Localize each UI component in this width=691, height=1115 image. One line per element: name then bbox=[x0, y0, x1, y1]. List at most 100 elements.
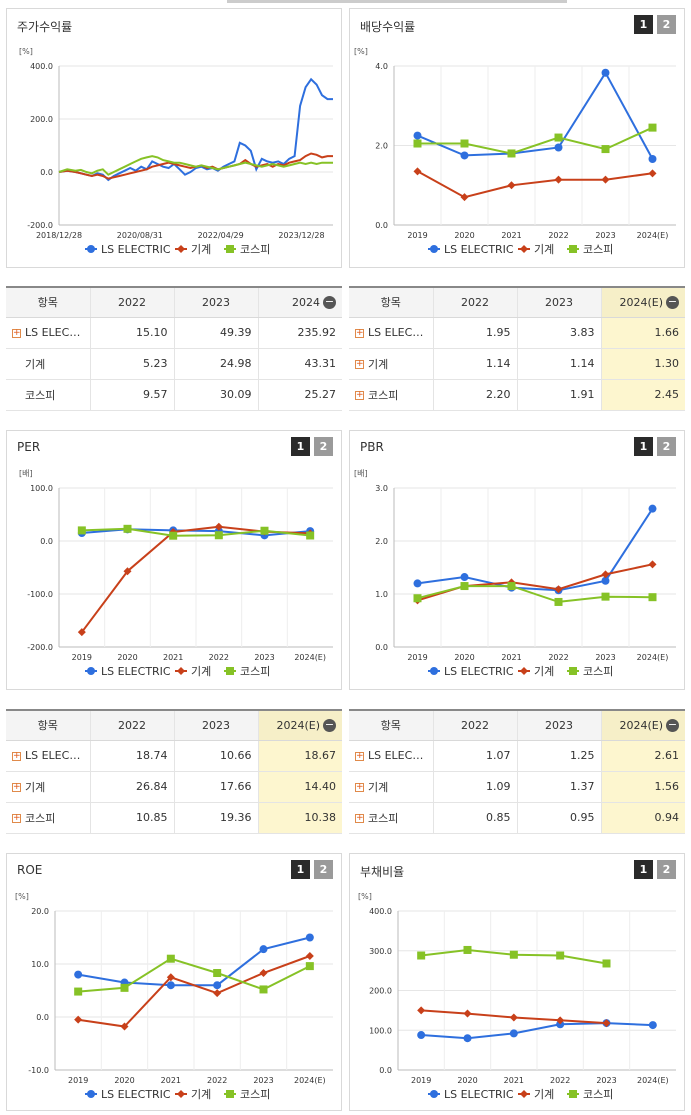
expand-icon[interactable]: + bbox=[355, 750, 364, 761]
collapse-icon[interactable]: − bbox=[323, 295, 336, 309]
data-point bbox=[460, 139, 469, 148]
data-point bbox=[120, 1022, 129, 1031]
series-line-kospi bbox=[78, 957, 311, 993]
value-cell: 1.95 bbox=[433, 317, 518, 349]
page-2-button[interactable]: 2 bbox=[314, 437, 333, 456]
page-2-button[interactable]: 2 bbox=[657, 437, 676, 456]
col-header-2023: 2023 bbox=[174, 709, 259, 741]
series-line-machine bbox=[78, 955, 311, 1028]
x-tick-label: 2020 bbox=[454, 653, 474, 662]
per-panel: PER 1 2 [배] 100.0 0.0 -100.0 -200.0 2019 2020 2… bbox=[6, 430, 342, 690]
debt-ratio-chart: [%] 400.0 300.0 200.0 100.0 0.0 2019 2020 2021 20… bbox=[358, 892, 676, 1101]
collapse-icon[interactable]: − bbox=[666, 718, 679, 732]
y-tick-label: 4.0 bbox=[375, 62, 388, 71]
data-point bbox=[413, 594, 422, 603]
pbr-chart: [배] 3.0 2.0 1.0 0.0 2019 2020 2021 2022 2023 2024(… bbox=[354, 469, 676, 678]
expand-icon[interactable]: + bbox=[12, 327, 21, 338]
expand-icon[interactable]: + bbox=[355, 327, 364, 338]
value-cell: 0.85 bbox=[433, 802, 518, 834]
data-point bbox=[460, 573, 469, 582]
col-header-item: 항목 bbox=[6, 286, 91, 318]
data-point bbox=[556, 951, 565, 960]
data-point bbox=[77, 628, 86, 637]
data-point bbox=[413, 139, 422, 148]
table-header-row: 항목 2022 2023 2024− bbox=[6, 286, 342, 318]
row-name-cell: + 기계 bbox=[349, 771, 434, 803]
legend-label-ls: LS ELECTRIC bbox=[101, 243, 171, 256]
y-tick-label: 3.0 bbox=[375, 484, 388, 493]
x-tick-label: 2018/12/28 bbox=[36, 231, 82, 240]
page-2-button[interactable]: 2 bbox=[657, 15, 676, 34]
col-header-2024: 2024− bbox=[258, 286, 342, 318]
expand-icon[interactable]: + bbox=[355, 359, 364, 369]
top-strip bbox=[227, 0, 567, 3]
data-point bbox=[213, 989, 222, 998]
row-name: LS ELEC… bbox=[25, 326, 81, 339]
value-cell: 19.36 bbox=[174, 802, 259, 834]
collapse-icon[interactable]: − bbox=[323, 718, 336, 732]
data-point bbox=[460, 193, 469, 202]
row-name-cell: + LS ELEC… bbox=[349, 740, 434, 772]
data-point bbox=[520, 245, 528, 253]
table-header-row: 항목 2022 2023 2024(E) − bbox=[349, 709, 685, 741]
page-1-button[interactable]: 1 bbox=[291, 437, 310, 456]
data-point bbox=[569, 1090, 577, 1098]
collapse-icon[interactable]: − bbox=[666, 295, 679, 309]
y-tick-label: 1.0 bbox=[375, 590, 388, 599]
data-point bbox=[648, 560, 657, 569]
page-2-button[interactable]: 2 bbox=[657, 860, 676, 879]
value-cell: 43.31 bbox=[258, 348, 342, 380]
y-tick-label: 0.0 bbox=[375, 221, 388, 230]
table-row: + 기계 1.09 1.37 1.56 bbox=[349, 771, 685, 803]
col-header-2022: 2022 bbox=[433, 286, 518, 318]
table-row: + 기계 1.14 1.14 1.30 bbox=[349, 348, 685, 380]
row-name: 기계 bbox=[25, 357, 46, 371]
y-tick-label: 100.0 bbox=[369, 1026, 392, 1035]
table-row: + 기계 26.84 17.66 14.40 bbox=[6, 771, 342, 803]
data-point bbox=[430, 667, 438, 675]
x-tick-label: 2022 bbox=[207, 1076, 227, 1085]
value-cell: 26.84 bbox=[90, 771, 175, 803]
value-cell: 24.98 bbox=[174, 348, 259, 380]
x-tick-label: 2019 bbox=[72, 653, 92, 662]
expand-icon[interactable]: + bbox=[12, 782, 21, 792]
data-point bbox=[554, 133, 563, 142]
page-1-button[interactable]: 1 bbox=[634, 15, 653, 34]
value-cell: 14.40 bbox=[258, 771, 342, 803]
data-point bbox=[306, 531, 315, 540]
expand-icon[interactable]: + bbox=[12, 750, 21, 761]
x-tick-label: 2019 bbox=[407, 231, 427, 240]
data-point bbox=[417, 951, 426, 960]
expand-icon[interactable]: + bbox=[355, 813, 364, 823]
pbr-table: 항목 2022 2023 2024(E) − + LS ELEC… 1.07 1.2… bbox=[349, 709, 685, 834]
expand-icon[interactable]: + bbox=[355, 782, 364, 792]
data-point bbox=[305, 962, 314, 971]
data-point bbox=[460, 151, 469, 160]
data-point bbox=[74, 970, 83, 979]
page-2-button[interactable]: 2 bbox=[314, 860, 333, 879]
value-cell: 30.09 bbox=[174, 379, 259, 411]
expand-icon[interactable]: + bbox=[12, 813, 21, 823]
x-tick-label: 2024(E) bbox=[637, 231, 669, 240]
row-name-cell: + 기계 bbox=[349, 348, 434, 380]
y-tick-label: 2.0 bbox=[375, 142, 388, 151]
value-cell: 17.66 bbox=[174, 771, 259, 803]
y-tick-label: -100.0 bbox=[27, 590, 53, 599]
roe-panel: ROE 1 2 [%] 20.0 10.0 0.0 -10.0 2019 2020 2021 2… bbox=[6, 853, 342, 1111]
y-tick-label: 20.0 bbox=[31, 907, 49, 916]
x-tick-label: 2019 bbox=[407, 653, 427, 662]
data-point bbox=[556, 1016, 565, 1025]
data-point bbox=[123, 567, 132, 576]
table-row: + LS ELEC… 1.95 3.83 1.66 bbox=[349, 317, 685, 349]
page-1-button[interactable]: 1 bbox=[634, 437, 653, 456]
page-1-button[interactable]: 1 bbox=[291, 860, 310, 879]
data-point bbox=[87, 245, 95, 253]
data-point bbox=[554, 143, 563, 152]
expand-icon[interactable]: + bbox=[355, 390, 364, 400]
value-cell: 2.20 bbox=[433, 379, 518, 411]
panel-page-buttons: 1 2 bbox=[634, 860, 676, 879]
row-name-cell: + 코스피 bbox=[6, 802, 91, 834]
row-name: 코스피 bbox=[368, 388, 399, 402]
legend-label-ls: LS ELECTRIC bbox=[101, 1088, 171, 1101]
page-1-button[interactable]: 1 bbox=[634, 860, 653, 879]
